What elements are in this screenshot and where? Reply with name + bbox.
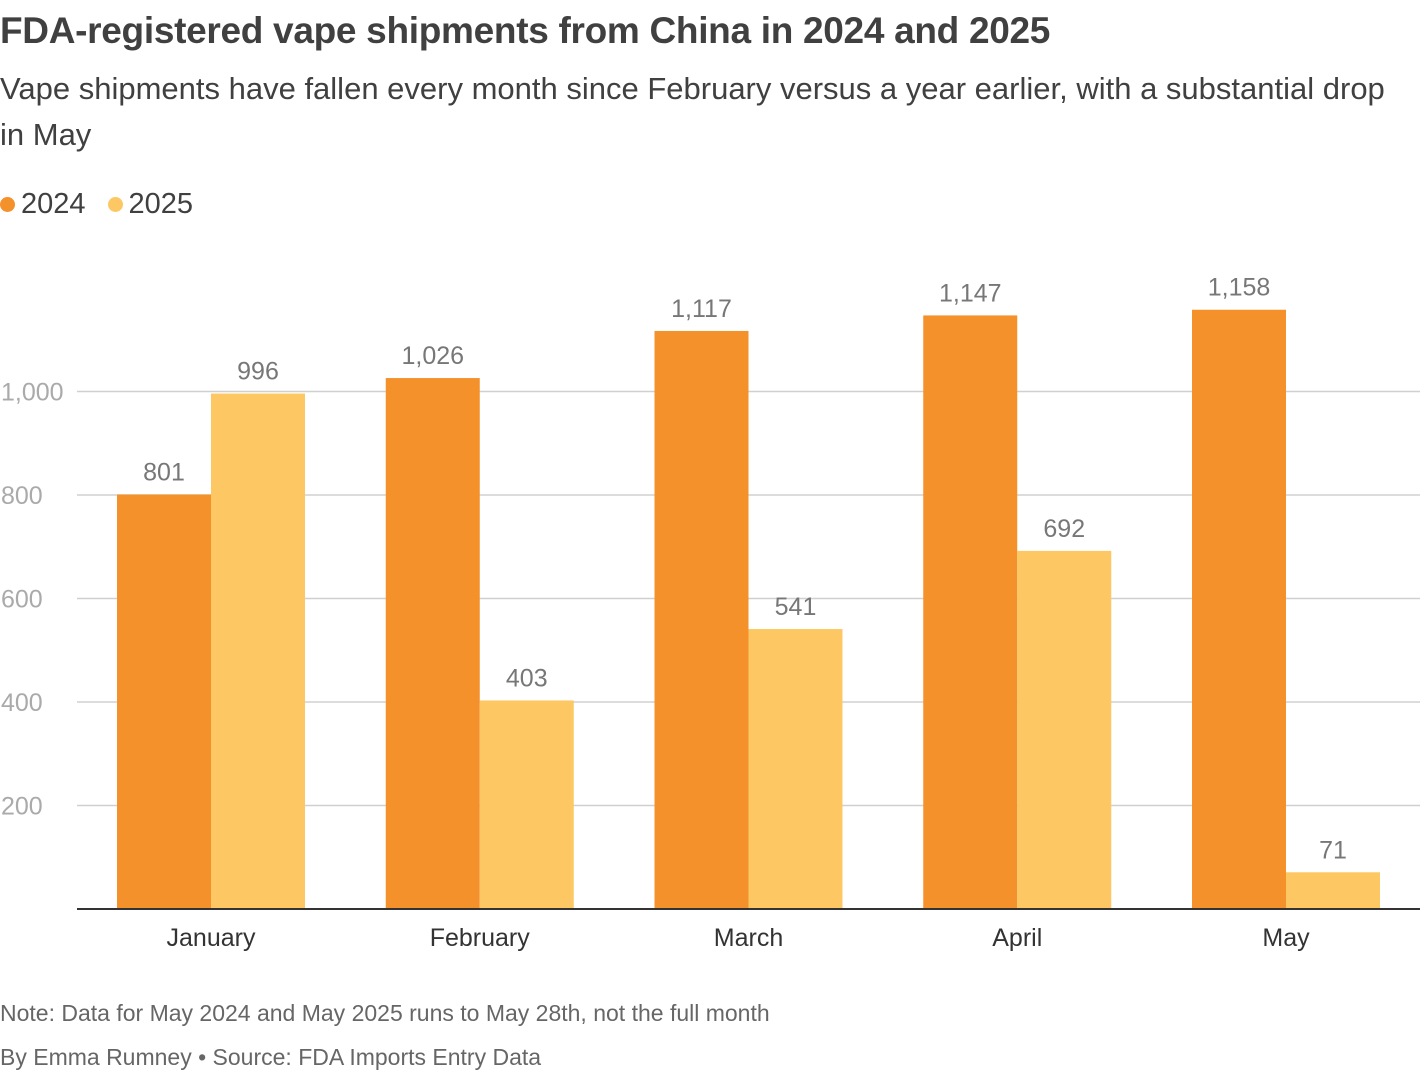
bar-2025-february [479,700,574,909]
bar-2025-may [1286,872,1380,909]
legend-swatch-2024 [0,196,15,212]
data-label-2025-january: 996 [237,358,279,386]
legend-label-2024: 2024 [21,187,86,220]
y-tick-label-800: 800 [1,482,43,510]
y-tick-label-200: 200 [1,793,43,821]
bar-2024-march [654,330,749,909]
data-label-2025-march: 541 [775,593,817,621]
bar-2025-april [1017,550,1112,909]
bar-2024-january [117,494,211,909]
data-label-2024-may: 1,158 [1208,274,1271,302]
data-label-2024-april: 1,147 [939,279,1002,307]
x-tick-label-april: April [992,924,1042,952]
chart-credit: By Emma Rumney • Source: FDA Imports Ent… [0,1044,542,1070]
y-tick-label-1000: 1,000 [1,379,64,407]
x-tick-label-may: May [1262,924,1310,952]
bar-2024-february [385,378,480,909]
legend-label-2025: 2025 [128,187,194,220]
legend-item-2024: 2024 [0,188,86,221]
bar-2025-january [211,393,305,909]
x-tick-label-february: February [430,924,531,952]
chart-title: FDA-registered vape shipments from China… [0,10,1051,51]
y-tick-label-400: 400 [1,689,43,717]
legend-item-2025: 2025 [107,187,194,221]
legend-swatch-2025 [107,196,123,212]
x-tick-label-march: March [714,924,783,952]
bar-2024-april [923,315,1018,909]
data-label-2025-april: 692 [1043,515,1085,543]
data-label-2024-february: 1,026 [401,342,464,370]
bar-2025-march [748,629,843,909]
data-label-2024-january: 801 [143,458,185,486]
chart-subtitle: Vape shipments have fallen every month s… [0,71,1385,152]
chart-legend: 2024 2025 [0,184,215,224]
chart-note: Note: Data for May 2024 and May 2025 run… [0,1000,770,1026]
x-tick-label-january: January [167,924,256,952]
data-label-2024-march: 1,117 [671,295,732,323]
data-label-2025-may: 71 [1319,836,1347,864]
bar-2024-may [1192,309,1286,909]
y-tick-label-600: 600 [1,586,43,614]
data-label-2025-february: 403 [506,664,548,692]
